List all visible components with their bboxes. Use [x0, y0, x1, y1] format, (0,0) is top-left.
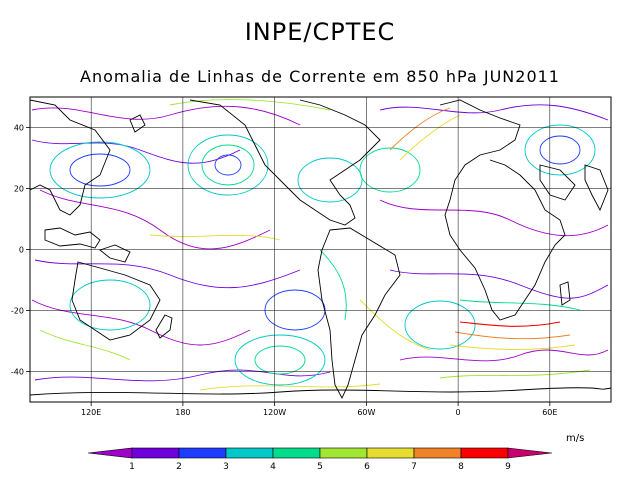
colorbar-segment: [131, 447, 180, 459]
coastline: [584, 164, 609, 212]
colorbar-label: 9: [505, 462, 511, 472]
coastline: [439, 99, 566, 321]
streamline: [31, 139, 241, 164]
lon-tick-label: 0: [456, 408, 461, 417]
lon-tick-label: 180: [175, 408, 190, 417]
colorbar-label: 6: [364, 462, 370, 472]
streamline-gyre: [539, 135, 581, 165]
lon-tick-label: 120W: [263, 408, 286, 417]
lon-tick-label: 60E: [542, 408, 557, 417]
colorbar-segment: [366, 447, 415, 459]
streamline-gyre: [214, 154, 242, 176]
lat-tick-label: -20: [11, 307, 24, 316]
colorbar-segment: [413, 447, 462, 459]
streamline: [359, 299, 431, 351]
lon-tick-label: 60W: [357, 408, 375, 417]
streamline-gyre: [524, 124, 596, 176]
colorbar-label: 7: [411, 462, 417, 472]
lat-axis: 40 20 0 -20 -40: [11, 124, 30, 377]
streamline-gyre: [201, 144, 255, 186]
streamline: [389, 269, 609, 299]
map-panel: 40 20 0 -20 -40 120E 180 120W 60W 0 60E: [11, 96, 612, 417]
lat-tick-label: 40: [14, 124, 24, 133]
streamlines-layer: [31, 99, 609, 391]
streamline: [399, 349, 609, 362]
colorbar-label: 8: [458, 462, 464, 472]
lat-tick-label: -40: [11, 368, 24, 377]
colorbar-segment: [178, 447, 227, 459]
lat-tick-label: 0: [19, 246, 24, 255]
coastline: [99, 244, 131, 263]
streamline-gyre: [254, 345, 306, 375]
streamline-gyre: [69, 279, 151, 331]
streamline: [34, 259, 301, 289]
lon-axis: 120E 180 120W 60W 0 60E: [81, 402, 557, 417]
streamline-gyre: [359, 147, 421, 193]
streamline: [39, 329, 131, 361]
streamline-gyre: [404, 300, 476, 350]
coastline: [155, 314, 173, 339]
coastline: [317, 227, 401, 400]
streamline: [459, 321, 561, 327]
streamline: [379, 104, 609, 121]
streamline: [439, 369, 591, 379]
streamline-gyre: [187, 134, 269, 196]
colorbar: 1 2 3 4 5 6 7 8 9: [87, 447, 553, 472]
streamline: [31, 105, 301, 126]
colorbar-segment: [225, 447, 274, 459]
coastline: [129, 114, 146, 133]
map-title: INPE/CPTEC: [245, 18, 396, 46]
colorbar-lower-triangle: [87, 447, 133, 459]
graticule: [30, 97, 611, 402]
coastline: [29, 99, 111, 216]
streamline-gyre: [69, 153, 131, 187]
coastline: [44, 227, 101, 249]
streamline: [389, 107, 451, 151]
streamline: [454, 331, 571, 340]
streamline: [199, 383, 381, 391]
coastline: [29, 387, 612, 396]
colorbar-label: 2: [176, 462, 182, 472]
map-subtitle: Anomalia de Linhas de Corrente em 850 hP…: [80, 67, 560, 86]
colorbar-label: 1: [129, 462, 135, 472]
coastline: [189, 99, 381, 226]
streamline-gyre: [234, 334, 326, 386]
colorbar-segment: [272, 447, 321, 459]
lon-tick-label: 120E: [81, 408, 101, 417]
streamline: [149, 234, 281, 241]
streamline: [31, 299, 251, 346]
streamline: [169, 99, 331, 111]
colorbar-upper-triangle: [507, 447, 553, 459]
streamline: [379, 199, 609, 237]
streamline: [449, 344, 576, 350]
coastline: [539, 164, 576, 201]
streamline: [39, 189, 271, 250]
colorbar-label: 3: [223, 462, 229, 472]
colorbar-segment: [460, 447, 509, 459]
colorbar-label: 4: [270, 462, 276, 472]
coastline: [71, 261, 161, 341]
colorbar-label: 5: [317, 462, 323, 472]
coastline: [559, 281, 571, 306]
streamline: [459, 299, 581, 311]
lat-tick-label: 20: [14, 185, 24, 194]
colorbar-unit-label: m/s: [566, 433, 584, 444]
streamline: [34, 369, 331, 382]
colorbar-segment: [319, 447, 368, 459]
streamline: [319, 249, 347, 321]
streamline-gyre: [297, 157, 363, 203]
streamline: [399, 114, 461, 161]
coastline-layer: [29, 99, 612, 400]
streamline-gyre: [49, 141, 151, 199]
